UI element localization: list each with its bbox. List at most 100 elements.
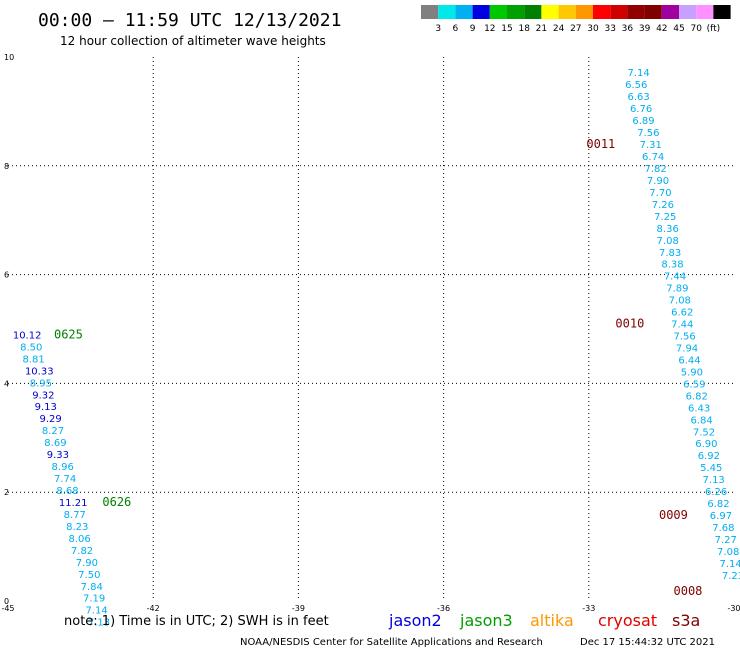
wave-height-label: 6.97 [710, 511, 732, 522]
wave-height-label: 8.06 [69, 534, 91, 545]
wave-height-label: 7.23 [722, 571, 740, 582]
wave-height-label: 7.56 [637, 128, 659, 139]
wave-height-label: 8.27 [42, 426, 64, 437]
wave-height-label: 6.92 [698, 451, 720, 462]
wave-height-label: 7.70 [649, 188, 671, 199]
wave-height-label: 7.50 [78, 570, 100, 581]
colorbar-swatch [541, 5, 559, 19]
colorbar-tick-label: 15 [501, 24, 512, 34]
colorbar-swatch [524, 5, 542, 19]
wave-height-label: 7.94 [676, 343, 698, 354]
wave-height-label: 6.74 [642, 152, 664, 163]
wave-height-label: 7.90 [647, 176, 669, 187]
time-label: 0008 [674, 584, 703, 598]
wave-height-label: 7.44 [671, 320, 693, 331]
colorbar-swatch [696, 5, 714, 19]
colorbar-swatch [489, 5, 507, 19]
y-tick-label: 10 [4, 53, 14, 62]
wave-height-label: 7.82 [71, 546, 93, 557]
wave-height-label: 6.90 [695, 439, 717, 450]
colorbar-tick-label: 18 [518, 24, 530, 34]
wave-height-label: 7.14 [628, 68, 650, 79]
x-tick-label: -42 [147, 604, 160, 613]
wave-height-label: 6.82 [707, 499, 729, 510]
colorbar-swatch [472, 5, 490, 19]
satellite-legend-jason3: jason3 [459, 611, 513, 630]
plot-grid [8, 57, 734, 601]
y-tick-label: 4 [4, 379, 9, 388]
footer-credit: NOAA/NESDIS Center for Satellite Applica… [240, 637, 543, 648]
wave-height-label: 5.90 [681, 367, 703, 378]
colorbar-swatch [558, 5, 576, 19]
wave-height-label: 7.82 [644, 164, 666, 175]
wave-height-label: 7.68 [712, 523, 734, 534]
colorbar-swatch [593, 5, 611, 19]
wave-height-label: 8.96 [52, 462, 74, 473]
wave-height-label: 6.76 [630, 104, 652, 115]
colorbar-tick-label: 12 [484, 24, 495, 34]
y-tick-label: 0 [4, 597, 9, 606]
y-tick-label: 8 [4, 162, 9, 171]
colorbar-tick-label: 30 [587, 24, 599, 34]
colorbar-swatch [661, 5, 679, 19]
colorbar-tick-label: 3 [435, 24, 441, 34]
wave-height-label: 7.56 [674, 332, 696, 343]
wave-height-label: 8.81 [23, 354, 45, 365]
wave-height-label: 7.14 [719, 559, 740, 570]
satellite-legend: jason2 jason3 altika cryosat s3a [388, 611, 700, 630]
chart-subtitle: 12 hour collection of altimeter wave hei… [60, 34, 326, 48]
wave-height-label: 9.29 [39, 414, 61, 425]
wave-height-label: 7.31 [640, 140, 662, 151]
colorbar-tick-label: 24 [553, 24, 565, 34]
colorbar-tick-label: 6 [453, 24, 459, 34]
wave-height-label: 8.50 [20, 342, 42, 353]
satellite-legend-cryosat: cryosat [598, 611, 657, 630]
colorbar-tick-label: 21 [536, 24, 547, 34]
wave-height-label: 6.82 [686, 391, 708, 402]
wave-height-label: 7.83 [659, 248, 681, 259]
wave-height-label: 8.95 [30, 378, 52, 389]
time-label: 0009 [659, 508, 688, 522]
time-label: 0625 [54, 327, 83, 341]
x-tick-label: -36 [437, 604, 450, 613]
wave-height-label: 7.13 [703, 475, 725, 486]
time-label: 0010 [615, 317, 644, 331]
wave-height-label: 7.25 [654, 212, 676, 223]
colorbar-tick-label: 9 [470, 24, 476, 34]
x-tick-label: -30 [727, 604, 740, 613]
satellite-legend-altika: altika [530, 611, 574, 630]
colorbar-tick-label: (ft) [707, 24, 721, 34]
wave-height-label: 7.19 [83, 594, 105, 605]
wave-height-label: 7.08 [717, 547, 739, 558]
wave-height-label: 10.33 [25, 366, 54, 377]
colorbar-swatch [679, 5, 697, 19]
colorbar-swatch [644, 5, 662, 19]
wave-height-label: 7.26 [652, 200, 674, 211]
wave-height-label: 8.36 [657, 224, 679, 235]
time-labels: 0011 0010 0009 0008 0625 0626 [54, 137, 702, 598]
wave-height-label: 9.13 [35, 402, 57, 413]
y-tick-label: 6 [4, 271, 9, 280]
footer-timestamp: Dec 17 15:44:32 UTC 2021 [580, 637, 715, 648]
wave-height-label: 9.33 [47, 450, 69, 461]
wave-height-label: 7.74 [54, 474, 76, 485]
colorbar-swatch [455, 5, 473, 19]
wave-height-label: 6.44 [678, 355, 700, 366]
x-tick-label: -45 [1, 604, 14, 613]
axis-ticks: -45 -42 -39 -36 -33 -30 0 2 4 6 8 10 [1, 53, 740, 613]
wave-height-label: 5.45 [700, 463, 722, 474]
colorbar-swatch [575, 5, 593, 19]
wave-height-label: 7.27 [715, 535, 737, 546]
colorbar-tick-label: 42 [656, 24, 667, 34]
satellite-legend-jason2: jason2 [388, 611, 442, 630]
colorbar-swatch [507, 5, 525, 19]
wave-height-label: 6.63 [628, 92, 650, 103]
wave-height-label: 7.08 [669, 296, 691, 307]
wave-height-label: 7.84 [81, 582, 103, 593]
wave-height-label: 6.62 [671, 308, 693, 319]
colorbar-swatch [610, 5, 628, 19]
wave-height-label: 7.13 [88, 618, 110, 629]
colorbar-tick-label: 33 [604, 24, 615, 34]
wave-height-label: 6.26 [705, 487, 727, 498]
